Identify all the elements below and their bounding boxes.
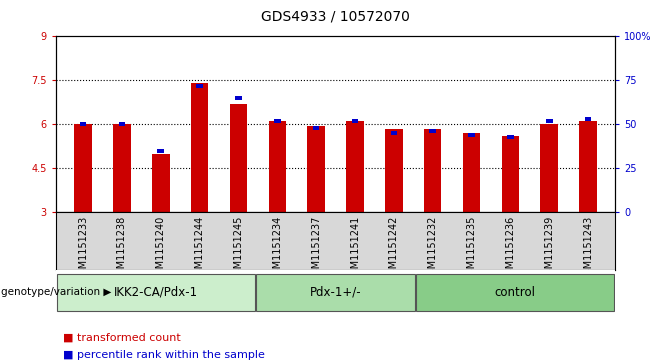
Text: Pdx-1+/-: Pdx-1+/- bbox=[310, 286, 361, 299]
Bar bbox=[118, 122, 125, 126]
Bar bbox=[385, 129, 403, 212]
Bar bbox=[157, 149, 164, 153]
Text: GSM1151236: GSM1151236 bbox=[505, 215, 515, 281]
Bar bbox=[546, 119, 553, 123]
Text: IKK2-CA/Pdx-1: IKK2-CA/Pdx-1 bbox=[114, 286, 198, 299]
Bar bbox=[113, 124, 131, 212]
Bar bbox=[507, 135, 514, 139]
Text: GSM1151240: GSM1151240 bbox=[156, 215, 166, 281]
Text: GSM1151239: GSM1151239 bbox=[544, 215, 554, 281]
Bar bbox=[430, 130, 436, 133]
Bar bbox=[390, 131, 397, 135]
Text: ■ percentile rank within the sample: ■ percentile rank within the sample bbox=[63, 350, 265, 360]
Bar bbox=[501, 136, 519, 212]
Bar bbox=[540, 124, 558, 212]
Bar bbox=[274, 119, 281, 123]
Bar bbox=[585, 117, 592, 121]
Bar bbox=[417, 274, 615, 310]
Bar bbox=[579, 121, 597, 212]
Text: GSM1151241: GSM1151241 bbox=[350, 215, 360, 281]
Text: control: control bbox=[495, 286, 536, 299]
Text: GSM1151238: GSM1151238 bbox=[117, 215, 127, 281]
Text: GSM1151237: GSM1151237 bbox=[311, 215, 321, 281]
Bar bbox=[468, 133, 475, 137]
Bar bbox=[152, 154, 170, 212]
Bar bbox=[235, 96, 241, 100]
Bar bbox=[313, 126, 320, 130]
Bar bbox=[346, 121, 364, 212]
Text: GDS4933 / 10572070: GDS4933 / 10572070 bbox=[261, 9, 410, 23]
Bar bbox=[307, 126, 325, 212]
Text: GSM1151235: GSM1151235 bbox=[467, 215, 476, 281]
Bar bbox=[191, 83, 209, 212]
Text: GSM1151233: GSM1151233 bbox=[78, 215, 88, 281]
Bar bbox=[57, 274, 255, 310]
Bar bbox=[268, 121, 286, 212]
Bar bbox=[351, 119, 359, 123]
Text: GSM1151245: GSM1151245 bbox=[234, 215, 243, 281]
Bar bbox=[80, 122, 86, 126]
Bar bbox=[74, 124, 92, 212]
Bar bbox=[196, 84, 203, 87]
Text: GSM1151232: GSM1151232 bbox=[428, 215, 438, 281]
Text: GSM1151234: GSM1151234 bbox=[272, 215, 282, 281]
Text: genotype/variation ▶: genotype/variation ▶ bbox=[1, 287, 111, 297]
Text: GSM1151243: GSM1151243 bbox=[583, 215, 593, 281]
Text: ■ transformed count: ■ transformed count bbox=[63, 332, 180, 342]
Text: GSM1151242: GSM1151242 bbox=[389, 215, 399, 281]
Bar bbox=[230, 104, 247, 212]
Bar bbox=[463, 133, 480, 212]
Text: GSM1151244: GSM1151244 bbox=[195, 215, 205, 281]
Bar bbox=[424, 129, 442, 212]
Bar bbox=[257, 274, 415, 310]
